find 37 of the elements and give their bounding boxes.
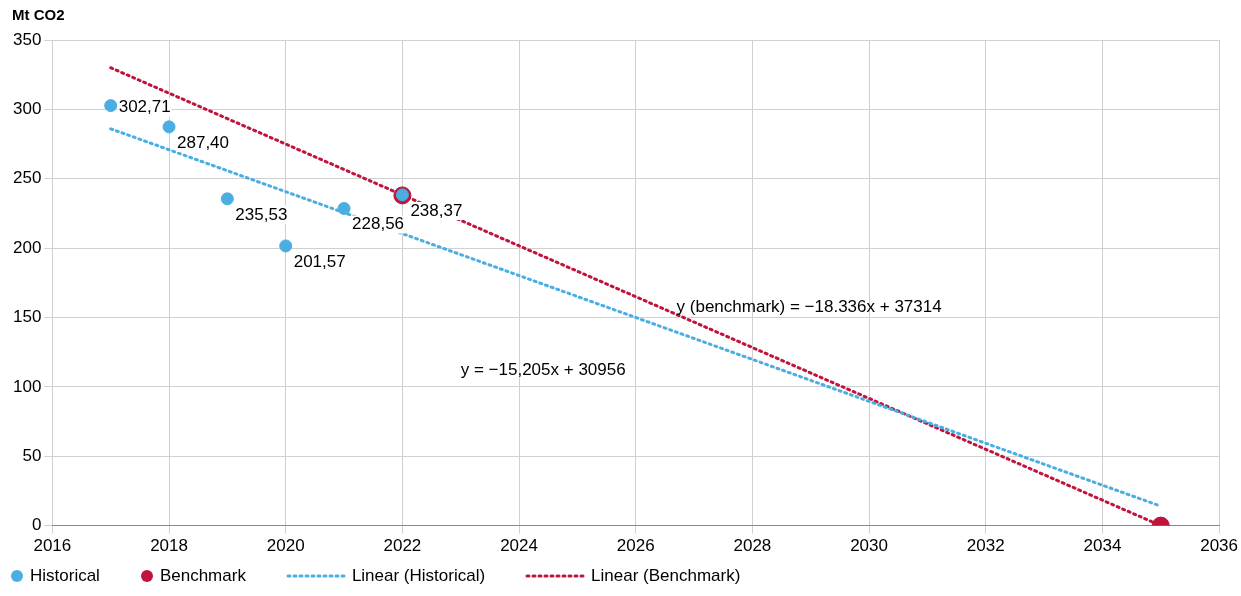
legend-label: Linear (Historical) <box>351 566 486 586</box>
y-tick-label: 100 <box>12 376 42 396</box>
x-tick-label: 2018 <box>150 536 188 556</box>
data-label: 228,56 <box>352 214 405 234</box>
point <box>104 99 118 113</box>
x-tick-label: 2028 <box>733 536 772 556</box>
point <box>220 192 234 206</box>
y-tick-label: 150 <box>12 307 42 327</box>
x-tick-label: 2034 <box>1083 536 1122 556</box>
x-tick-label: 2036 <box>1200 536 1238 556</box>
point <box>279 239 293 253</box>
y-tick-label: 200 <box>12 237 42 257</box>
y-tick-label: 350 <box>12 29 42 49</box>
y-tick-label: 0 <box>31 515 42 535</box>
x-tick-label: 2030 <box>850 536 888 556</box>
data-label: 302,71 <box>118 97 171 117</box>
data-label: 235,53 <box>235 204 288 224</box>
y-axis-title: Mt CO2 <box>12 6 65 23</box>
data-label: 238,37 <box>410 200 463 220</box>
annotation: y (benchmark) = −18.336x + 37314 <box>676 297 942 318</box>
data-label: 201,57 <box>293 251 346 271</box>
legend-label: Linear (Benchmark) <box>591 566 741 586</box>
x-tick-label: 2024 <box>500 536 538 556</box>
legend-label: Historical <box>30 566 100 586</box>
y-tick-label: 300 <box>12 99 42 119</box>
x-tick-label: 2016 <box>33 536 72 556</box>
y-tick-label: 50 <box>22 445 42 465</box>
x-tick-label: 2032 <box>966 536 1005 556</box>
point <box>337 201 351 215</box>
data-label: 287,40 <box>177 132 230 152</box>
legend-label: Benchmark <box>159 566 246 586</box>
y-tick-label: 250 <box>12 168 42 188</box>
x-tick-label: 2020 <box>266 536 305 556</box>
x-tick-label: 2026 <box>616 536 655 556</box>
point <box>162 120 176 134</box>
x-tick-label: 2022 <box>383 536 422 556</box>
annotation: y = −15,205x + 30956 <box>460 360 626 381</box>
